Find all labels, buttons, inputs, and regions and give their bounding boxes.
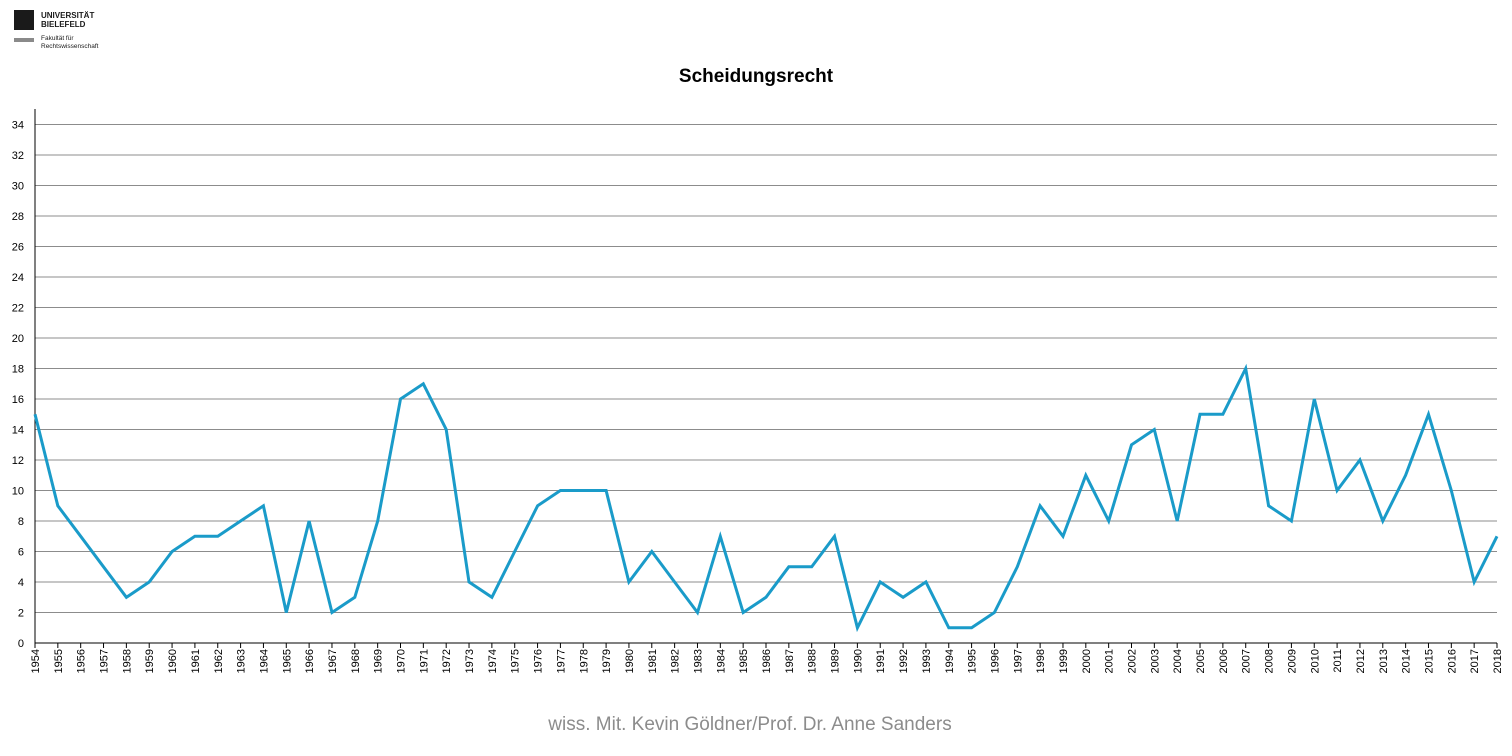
- y-tick-label: 28: [12, 211, 24, 223]
- y-tick-label: 26: [12, 242, 24, 254]
- x-tick-label: 1989: [830, 649, 842, 673]
- x-tick-label: 2016: [1446, 649, 1458, 673]
- x-tick-label: 1987: [784, 649, 796, 673]
- chart-title: Scheidungsrecht: [678, 66, 834, 87]
- x-tick-label: 1974: [487, 649, 499, 673]
- x-tick-label: 1963: [236, 649, 248, 673]
- x-tick-label: 1955: [53, 649, 65, 673]
- y-tick-label: 18: [12, 364, 24, 376]
- x-tick-label: 1958: [121, 649, 133, 673]
- x-tick-label: 1960: [167, 649, 179, 673]
- x-tick-label: 2013: [1378, 649, 1390, 673]
- y-tick-label: 16: [12, 394, 24, 406]
- x-tick-label: 1961: [190, 649, 202, 673]
- x-tick-label: 1964: [258, 649, 270, 673]
- y-tick-label: 2: [18, 608, 24, 620]
- x-tick-label: 1997: [1012, 649, 1024, 673]
- x-tick-label: 1982: [670, 649, 682, 673]
- series-line: [33, 363, 1499, 633]
- logo-sub-line1: Fakultät für: [41, 35, 74, 42]
- x-tick-label: 1978: [578, 649, 590, 673]
- x-tick-label: 2003: [1149, 649, 1161, 673]
- logo-name: UNIVERSITÄT BIELEFELD: [41, 11, 94, 29]
- x-tick-label: 2017: [1469, 649, 1481, 673]
- x-tick-label: 1967: [327, 649, 339, 673]
- x-tick-label: 2018: [1492, 649, 1504, 673]
- x-tick-label: 1996: [989, 649, 1001, 673]
- x-tick-label: 1981: [647, 649, 659, 673]
- x-tick-label: 1972: [441, 649, 453, 673]
- logo-square-icon: [14, 10, 34, 30]
- x-tick-label: 1986: [761, 649, 773, 673]
- x-tick-label: 2010: [1309, 649, 1321, 673]
- x-tick-label: 2012: [1355, 649, 1367, 673]
- x-tick-label: 2006: [1218, 649, 1230, 673]
- x-tick-label: 1970: [396, 649, 408, 673]
- x-tick-label: 1965: [281, 649, 293, 673]
- x-tick-label: 1971: [418, 649, 430, 673]
- x-tick-label: 1969: [373, 649, 385, 673]
- x-tick-label: 1968: [350, 649, 362, 673]
- y-tick-label: 6: [18, 547, 24, 559]
- x-tick-label: 1999: [1058, 649, 1070, 673]
- x-tick-label: 1990: [852, 649, 864, 673]
- x-tick-label: 2000: [1081, 649, 1093, 673]
- x-tick-label: 1975: [510, 649, 522, 673]
- x-tick-label: 1973: [464, 649, 476, 673]
- y-tick-label: 12: [12, 455, 24, 467]
- x-tick-label: 1998: [1035, 649, 1047, 673]
- x-tick-label: 2005: [1195, 649, 1207, 673]
- x-tick-label: 2001: [1104, 649, 1116, 673]
- x-tick-label: 1988: [807, 649, 819, 673]
- x-tick-label: 1959: [144, 649, 156, 673]
- footer-credit: wiss. Mit. Kevin Göldner/Prof. Dr. Anne …: [548, 714, 952, 735]
- x-tick-label: 1985: [738, 649, 750, 673]
- x-tick-label: 1993: [921, 649, 933, 673]
- y-tick-label: 10: [12, 486, 24, 498]
- y-tick-label: 22: [12, 303, 24, 315]
- logo-name-line2: BIELEFELD: [41, 20, 86, 29]
- y-tick-label: 34: [12, 120, 24, 132]
- x-tick-label: 2007: [1241, 649, 1253, 673]
- x-tick-label: 1991: [875, 649, 887, 673]
- y-tick-label: 20: [12, 333, 24, 345]
- x-tick-label: 2015: [1423, 649, 1435, 673]
- x-tick-label: 1966: [304, 649, 316, 673]
- y-tick-label: 24: [12, 272, 24, 284]
- logo-sub-line2: Rechtswissenschaft: [41, 42, 99, 50]
- x-tick-label: 1994: [944, 649, 956, 673]
- x-tick-label: 1956: [76, 649, 88, 673]
- x-tick-label: 1957: [99, 649, 111, 673]
- y-tick-label: 32: [12, 150, 24, 162]
- x-tick-label: 1980: [624, 649, 636, 673]
- y-tick-label: 8: [18, 516, 24, 528]
- y-tick-label: 4: [18, 577, 24, 589]
- x-tick-label: 1995: [967, 649, 979, 673]
- x-tick-label: 2011: [1332, 649, 1344, 673]
- x-tick-label: 2004: [1172, 649, 1184, 673]
- logo-name-line1: UNIVERSITÄT: [41, 11, 95, 20]
- x-tick-label: 2008: [1264, 649, 1276, 673]
- x-tick-label: 2009: [1286, 649, 1298, 673]
- x-tick-label: 2014: [1401, 649, 1413, 673]
- x-tick-label: 1962: [213, 649, 225, 673]
- y-tick-label: 30: [12, 181, 24, 193]
- x-tick-label: 1977: [555, 649, 567, 673]
- x-tick-label: 1983: [692, 649, 704, 673]
- x-tick-label: 1992: [898, 649, 910, 673]
- x-tick-label: 1954: [30, 649, 42, 673]
- y-tick-label: 0: [18, 638, 24, 650]
- university-logo: UNIVERSITÄT BIELEFELD Fakultät für Recht…: [14, 10, 134, 54]
- x-tick-label: 1979: [601, 649, 613, 673]
- y-tick-label: 14: [12, 425, 24, 437]
- logo-subtitle: Fakultät für Rechtswissenschaft: [41, 35, 98, 50]
- x-tick-label: 2002: [1127, 649, 1139, 673]
- x-tick-label: 1984: [715, 649, 727, 673]
- x-tick-label: 1976: [533, 649, 545, 673]
- logo-bar-icon: [14, 38, 34, 42]
